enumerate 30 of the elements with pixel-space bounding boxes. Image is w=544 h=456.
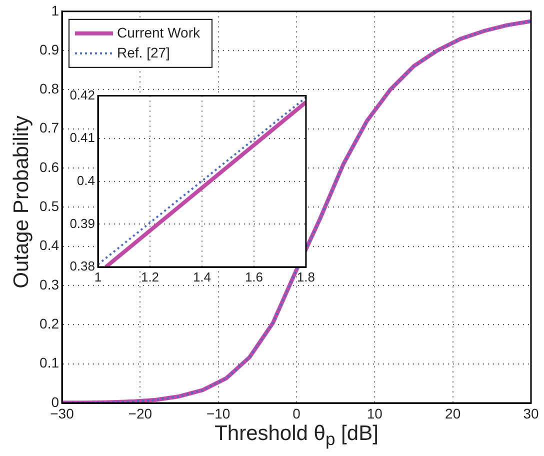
x-tick-label: 0	[292, 405, 301, 422]
x-tick-label: 1.8	[296, 269, 316, 284]
y-tick-label: 0.38	[70, 258, 95, 274]
x-tick-label: 1.2	[140, 269, 160, 284]
y-tick-label: 0.3	[40, 276, 60, 292]
y-tick-label: 0.41	[70, 130, 95, 146]
y-tick-label: 0.4	[40, 237, 60, 254]
legend-label: Current Work	[117, 24, 201, 40]
y-tick-label: 0.6	[40, 158, 60, 175]
y-tick-label: 0.1	[40, 354, 60, 371]
x-tick-label: 20	[445, 405, 461, 422]
y-tick-label: 0.42	[70, 87, 95, 102]
x-tick-label: −20	[128, 405, 152, 422]
x-tick-label: 1.4	[192, 269, 212, 284]
x-tick-label: 1.6	[244, 269, 264, 284]
y-tick-label: 0.39	[70, 216, 95, 231]
y-tick-label: 0.8	[40, 80, 60, 97]
y-tick-label: 0.4	[76, 172, 95, 188]
x-tick-label: 10	[366, 405, 383, 422]
y-tick-label: 0	[51, 394, 60, 410]
y-tick-label: 0.9	[40, 41, 60, 58]
x-tick-label: −10	[206, 405, 230, 422]
y-tick-label: 1	[51, 2, 60, 18]
y-tick-label: 0.2	[40, 316, 60, 332]
y-tick-label: 0.7	[40, 120, 60, 136]
legend-label: Ref. [27]	[117, 44, 170, 60]
x-tick-label: 30	[523, 405, 539, 422]
y-axis-title: Outage Probability	[10, 114, 34, 290]
x-axis-title: Threshold θ$_{p}$ [dB]	[214, 422, 380, 450]
y-tick-label: 0.5	[40, 198, 60, 214]
